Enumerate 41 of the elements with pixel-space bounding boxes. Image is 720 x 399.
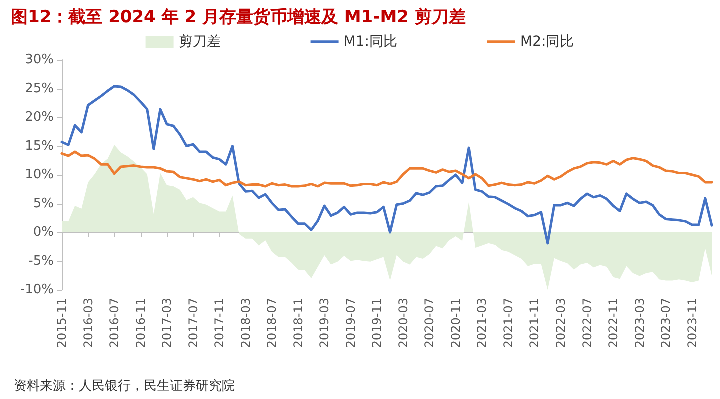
legend-label: 剪刀差 — [178, 34, 221, 50]
x-tick-label: 2017-07 — [186, 298, 200, 348]
chart-title: 图12：截至 2024 年 2 月存量货币增速及 M1-M2 剪刀差 — [11, 8, 466, 28]
y-tick-label: 10% — [25, 168, 54, 182]
y-tick-label: 25% — [25, 81, 54, 96]
x-tick-label: 2023-11 — [685, 298, 700, 348]
x-tick-label: 2021-11 — [528, 298, 542, 348]
y-tick-label: -5% — [28, 254, 54, 269]
x-tick-label: 2019-07 — [344, 298, 358, 348]
x-tick-label: 2018-11 — [291, 298, 306, 348]
x-tick-label: 2018-07 — [265, 298, 280, 348]
x-tick-label: 2023-03 — [632, 298, 647, 348]
x-tick-label: 2016-11 — [134, 298, 148, 348]
y-tick-label: 30% — [25, 52, 54, 68]
y-tick-label: -10% — [20, 282, 54, 298]
x-tick-label: 2019-03 — [318, 298, 332, 348]
legend-label: M2:同比 — [520, 34, 574, 50]
x-tick-label: 2018-03 — [238, 298, 253, 348]
x-tick-label: 2022-03 — [554, 298, 568, 348]
x-tick-label: 2022-07 — [580, 298, 594, 348]
x-tick-label: 2023-07 — [659, 298, 674, 348]
legend-label: M1:同比 — [344, 34, 398, 50]
x-tick-label: 2017-03 — [160, 298, 174, 348]
x-tick-label: 2020-03 — [396, 298, 410, 348]
line-series — [60, 85, 714, 245]
x-tick-label: 2016-03 — [81, 298, 96, 348]
x-tick-label: 2021-03 — [475, 298, 490, 348]
x-tick-label: 2019-11 — [370, 298, 384, 348]
x-tick-label: 2022-11 — [606, 298, 621, 348]
x-tick-label: 2021-07 — [501, 298, 516, 348]
text: 资料来源：人民银行，民生证券研究院 — [14, 379, 235, 394]
x-tick-label: 2020-07 — [422, 298, 437, 348]
x-tick-label: 2016-07 — [108, 298, 122, 348]
line-series — [60, 150, 714, 188]
y-tick-label: 5% — [33, 196, 54, 212]
x-tick-label: 2017-11 — [212, 298, 227, 348]
x-tick-label: 2020-11 — [448, 298, 463, 348]
y-tick-label: 20% — [25, 110, 54, 125]
x-tick-label: 2015-11 — [55, 298, 69, 348]
y-tick-label: 0% — [33, 225, 54, 240]
y-tick-label: 15% — [25, 138, 54, 154]
